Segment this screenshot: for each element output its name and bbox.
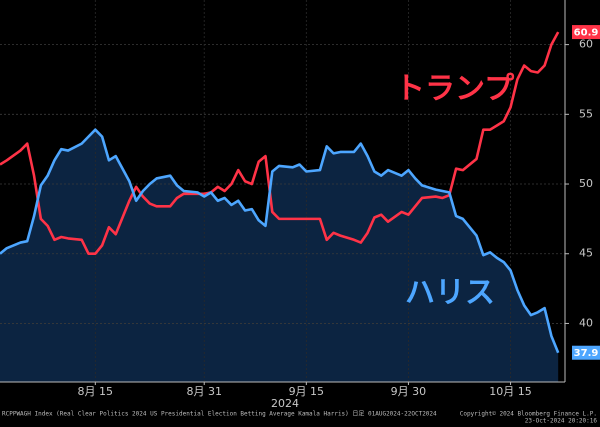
y-tick-label: 45 xyxy=(579,247,593,260)
x-tick-label: 8月 15 xyxy=(78,385,114,398)
x-tick-label: 9月 15 xyxy=(289,385,325,398)
last-value-box xyxy=(572,345,600,360)
series-label: トランプ xyxy=(395,72,515,107)
last-value-label: 37.9 xyxy=(574,348,599,359)
x-tick-label: 9月 30 xyxy=(391,385,427,398)
line xyxy=(0,31,560,256)
last-value-label: 60.9 xyxy=(574,28,599,39)
last-value-box xyxy=(572,25,600,40)
y-tick-label: 40 xyxy=(579,316,593,329)
x-tick-label: 8月 31 xyxy=(186,385,222,398)
line xyxy=(0,128,560,354)
series-label: ハリス xyxy=(405,276,495,311)
area xyxy=(0,129,559,382)
y-tick-label: 50 xyxy=(579,177,593,190)
y-tick-label: 60 xyxy=(579,38,593,51)
x-tick-label: 10月 15 xyxy=(489,385,532,398)
plot-area xyxy=(0,0,565,382)
y-tick-label: 55 xyxy=(579,107,593,120)
footer-time: 23-Oct-2024 20:20:16 xyxy=(525,418,598,425)
x-axis-label: 2024 xyxy=(271,397,299,410)
footer-source: RCPPWAGH Index (Real Clear Politics 2024… xyxy=(2,411,437,418)
footer-copyright: Copyright© 2024 Bloomberg Finance L.P. xyxy=(460,411,597,418)
